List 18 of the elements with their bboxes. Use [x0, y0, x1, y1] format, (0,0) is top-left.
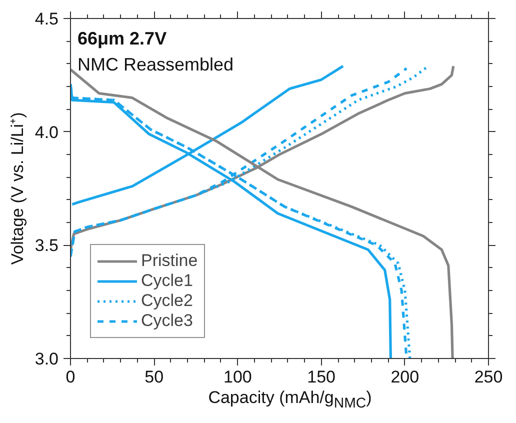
text: 66μm 2.7V [78, 28, 167, 48]
x-tick-label: 0 [66, 368, 76, 386]
y-axis-title: Voltage (V vs. Li/Li⁺) [8, 112, 27, 265]
x-tick-label: 200 [390, 368, 420, 386]
y-tick-label: 4.5 [34, 10, 59, 28]
text: NMC Reassembled [78, 54, 234, 74]
x-tick-label: 50 [144, 368, 164, 386]
y-tick-label: 3.0 [34, 350, 59, 368]
legend-label: Cycle3 [141, 311, 193, 331]
y-tick-label: 3.5 [34, 236, 59, 256]
legend-label: Cycle2 [141, 291, 193, 311]
legend-label: Cycle1 [141, 271, 193, 291]
x-tick-label: 250 [474, 368, 503, 386]
y-tick-label: 4.0 [34, 122, 59, 142]
x-tick-label: 100 [224, 368, 252, 386]
x-tick-label: 150 [307, 368, 336, 386]
x-axis-title: Capacity (mAh/g$_{NMC}$) [208, 388, 372, 414]
legend-label: Pristine [141, 251, 198, 271]
